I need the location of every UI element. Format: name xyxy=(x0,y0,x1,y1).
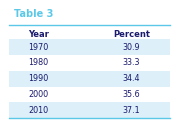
Text: Table 3: Table 3 xyxy=(14,9,53,19)
Text: 33.3: 33.3 xyxy=(122,58,140,68)
Text: 2000: 2000 xyxy=(28,90,49,99)
Text: 2010: 2010 xyxy=(28,106,49,115)
Text: 1990: 1990 xyxy=(28,74,49,83)
Text: 34.4: 34.4 xyxy=(122,74,140,83)
Text: 30.9: 30.9 xyxy=(122,43,140,52)
Text: 37.1: 37.1 xyxy=(122,106,140,115)
Text: 1980: 1980 xyxy=(28,58,49,68)
Text: 1970: 1970 xyxy=(28,43,49,52)
Text: Percent: Percent xyxy=(113,30,150,39)
Text: Year: Year xyxy=(28,30,49,39)
Text: 35.6: 35.6 xyxy=(122,90,140,99)
